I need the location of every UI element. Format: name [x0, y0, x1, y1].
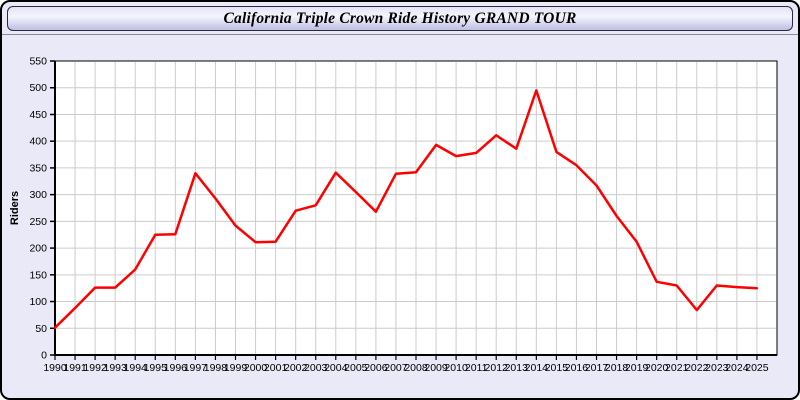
x-tick-label: 2024 — [725, 362, 749, 374]
x-tick-label: 2013 — [505, 362, 529, 374]
y-tick-label: 50 — [35, 323, 47, 335]
y-tick-label: 0 — [41, 350, 47, 362]
x-tick-label: 2014 — [525, 362, 549, 374]
x-tick-label: 2025 — [745, 362, 769, 374]
x-tick-label: 2000 — [244, 362, 268, 374]
x-tick-label: 1996 — [164, 362, 188, 374]
x-tick-label: 1994 — [124, 362, 148, 374]
y-tick-label: 350 — [29, 162, 47, 174]
y-tick-label: 400 — [29, 136, 47, 148]
x-tick-label: 1995 — [144, 362, 168, 374]
x-tick-label: 2019 — [625, 362, 649, 374]
x-tick-label: 2018 — [605, 362, 629, 374]
x-tick-label: 1993 — [103, 362, 127, 374]
x-tick-label: 1990 — [43, 362, 67, 374]
x-tick-label: 2008 — [404, 362, 428, 374]
x-tick-label: 2011 — [465, 362, 488, 374]
x-tick-label: 1997 — [184, 362, 208, 374]
x-tick-label: 2017 — [585, 362, 609, 374]
x-tick-label: 2023 — [705, 362, 729, 374]
y-tick-label: 200 — [29, 243, 47, 255]
y-tick-label: 100 — [29, 296, 47, 308]
x-tick-label: 1998 — [204, 362, 228, 374]
x-tick-label: 2006 — [364, 362, 388, 374]
x-tick-label: 1999 — [224, 362, 248, 374]
title-bar: California Triple Crown Ride History GRA… — [7, 6, 793, 31]
y-tick-label: 450 — [29, 109, 47, 121]
x-tick-label: 2015 — [545, 362, 569, 374]
x-tick-label: 2001 — [264, 362, 288, 374]
y-tick-label: 550 — [29, 56, 47, 68]
x-tick-label: 2016 — [565, 362, 589, 374]
ride-history-chart: 0 50 100 150 200 250 300 350 400 450 500 550 1990 199… — [2, 35, 798, 398]
y-tick-label: 300 — [29, 189, 47, 201]
data-line — [53, 89, 759, 329]
y-tick-label: 150 — [29, 269, 47, 281]
line-chart-canvas: 0501001502002503003504004505005501990199… — [9, 56, 778, 374]
x-tick-label: 2007 — [384, 362, 408, 374]
y-axis-title: Riders — [9, 191, 21, 225]
x-tick-label: 2002 — [284, 362, 308, 374]
x-tick-label: 2020 — [645, 362, 669, 374]
x-tick-label: 2004 — [324, 362, 348, 374]
x-tick-label: 2022 — [685, 362, 709, 374]
x-tick-label: 2012 — [485, 362, 509, 374]
x-tick-label: 1991 — [63, 362, 87, 374]
x-tick-label: 2010 — [444, 362, 468, 374]
y-tick-label: 250 — [29, 216, 47, 228]
y-tick-label: 500 — [29, 82, 47, 94]
chart-title: California Triple Crown Ride History GRA… — [223, 9, 577, 27]
x-tick-label: 1992 — [83, 362, 107, 374]
header-strip: California Triple Crown Ride History GRA… — [2, 2, 798, 35]
x-tick-label: 2021 — [665, 362, 689, 374]
x-tick-label: 2009 — [424, 362, 448, 374]
x-tick-label: 2003 — [304, 362, 328, 374]
x-tick-label: 2005 — [344, 362, 368, 374]
